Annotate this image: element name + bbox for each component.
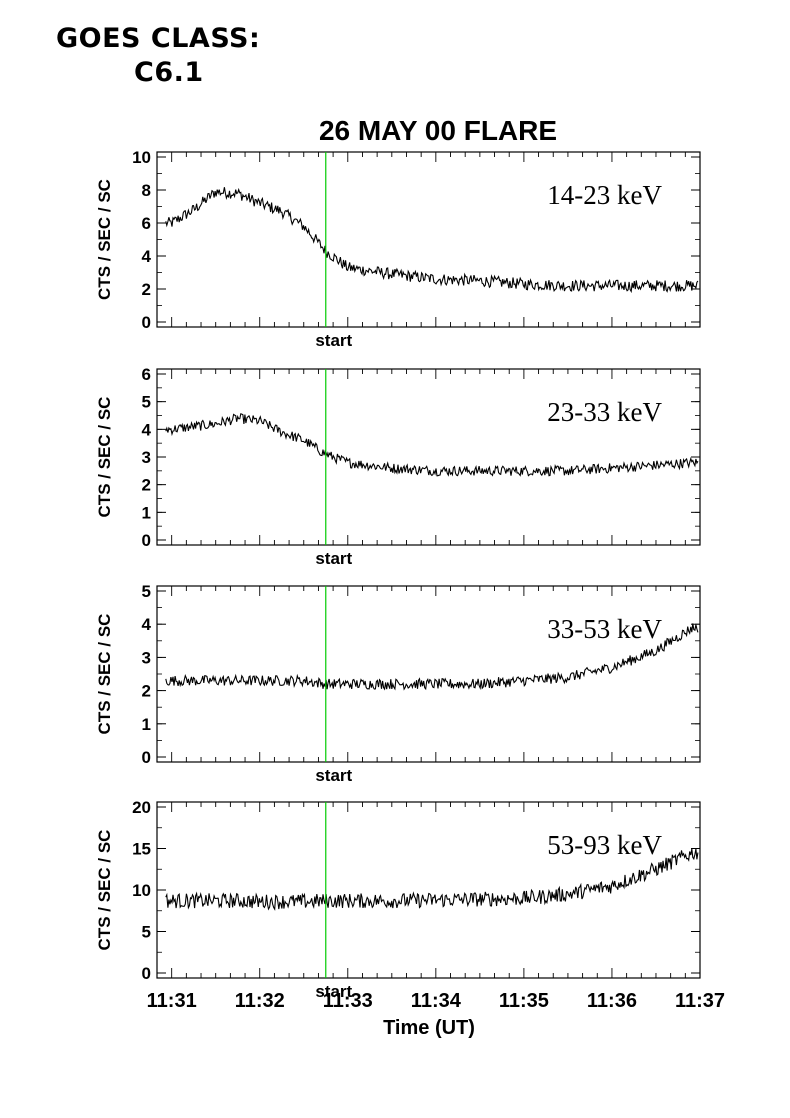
- chart-title: 26 MAY 00 FLARE: [319, 115, 557, 146]
- x-tick-label: 11:36: [587, 990, 637, 1012]
- y-tick-label: 10: [132, 148, 151, 167]
- panel-frame: [156, 368, 701, 546]
- energy-band-label: 33-53 keV: [547, 614, 662, 644]
- y-tick-label: 4: [142, 247, 152, 266]
- y-tick-label: 3: [142, 648, 151, 667]
- y-tick-label: 10: [132, 881, 151, 900]
- panel-frame: [156, 801, 701, 979]
- y-axis-label: CTS / SEC / SC: [95, 179, 114, 300]
- x-tick-label: 11:35: [499, 990, 549, 1012]
- panel-1: 0 2 4 6 8 10 CTS / SEC / SC 14-23 keV start: [95, 148, 701, 350]
- y-tick-label: 6: [142, 214, 151, 233]
- light-curve-series: [165, 623, 699, 691]
- x-axis-label: Time (UT): [383, 1017, 475, 1039]
- light-curve-series: [165, 413, 699, 477]
- start-marker-label: start: [315, 331, 352, 350]
- y-tick-label: 0: [142, 748, 151, 767]
- y-tick-label: 8: [142, 181, 151, 200]
- y-tick-label: 0: [142, 964, 151, 983]
- y-tick-label: 3: [142, 448, 151, 467]
- x-tick-label: 11:32: [235, 990, 285, 1012]
- goes-class-value: C6.1: [134, 57, 204, 88]
- y-tick-label: 20: [132, 798, 151, 817]
- goes-class-heading: GOES CLASS:: [56, 23, 261, 54]
- y-tick-label: 15: [132, 840, 151, 859]
- x-tick-label: 11:33: [323, 990, 373, 1012]
- shared-x-axis: 11:31 11:32 11:33 11:34 11:35 11:36 11:37 Time …: [147, 990, 725, 1039]
- y-axis-label: CTS / SEC / SC: [95, 830, 114, 951]
- panel-2: 0 1 2 3 4 5 6 CTS / SEC / SC 23-33 keV start: [95, 365, 701, 568]
- y-tick-label: 6: [142, 365, 151, 384]
- y-tick-label: 0: [142, 313, 151, 332]
- panel-4: 0 5 10 15 20 CTS / SEC / SC 53-93 keV start: [95, 798, 701, 1001]
- y-tick-label: 2: [142, 682, 151, 701]
- start-marker-label: start: [315, 766, 352, 785]
- y-tick-label: 4: [142, 420, 152, 439]
- panel-3: 0 1 2 3 4 5 CTS / SEC / SC 33-53 keV start: [95, 582, 701, 785]
- x-tick-label: 11:31: [147, 990, 197, 1012]
- y-axis-label: CTS / SEC / SC: [95, 397, 114, 518]
- light-curve-series: [165, 848, 699, 911]
- y-axis-label: CTS / SEC / SC: [95, 614, 114, 735]
- start-marker-label: start: [315, 549, 352, 568]
- start-marker-label: start: [315, 982, 352, 1001]
- energy-band-label: 14-23 keV: [547, 180, 662, 210]
- goes-class-label: GOES CLASS: C6.1: [56, 22, 260, 90]
- energy-band-label: 23-33 keV: [547, 397, 662, 427]
- energy-band-label: 53-93 keV: [547, 830, 662, 860]
- y-tick-label: 2: [142, 280, 151, 299]
- y-tick-label: 1: [142, 503, 151, 522]
- y-tick-label: 5: [142, 393, 151, 412]
- x-tick-label: 11:34: [411, 990, 462, 1012]
- x-tick-label: 11:37: [675, 990, 725, 1012]
- y-tick-label: 1: [142, 715, 151, 734]
- panel-frame: [156, 585, 701, 763]
- y-tick-label: 5: [142, 582, 151, 601]
- y-tick-label: 5: [142, 923, 151, 942]
- y-tick-label: 0: [142, 531, 151, 550]
- y-tick-label: 4: [142, 615, 152, 634]
- light-curve-series: [165, 187, 699, 294]
- y-tick-label: 2: [142, 476, 151, 495]
- panel-frame: [156, 151, 701, 328]
